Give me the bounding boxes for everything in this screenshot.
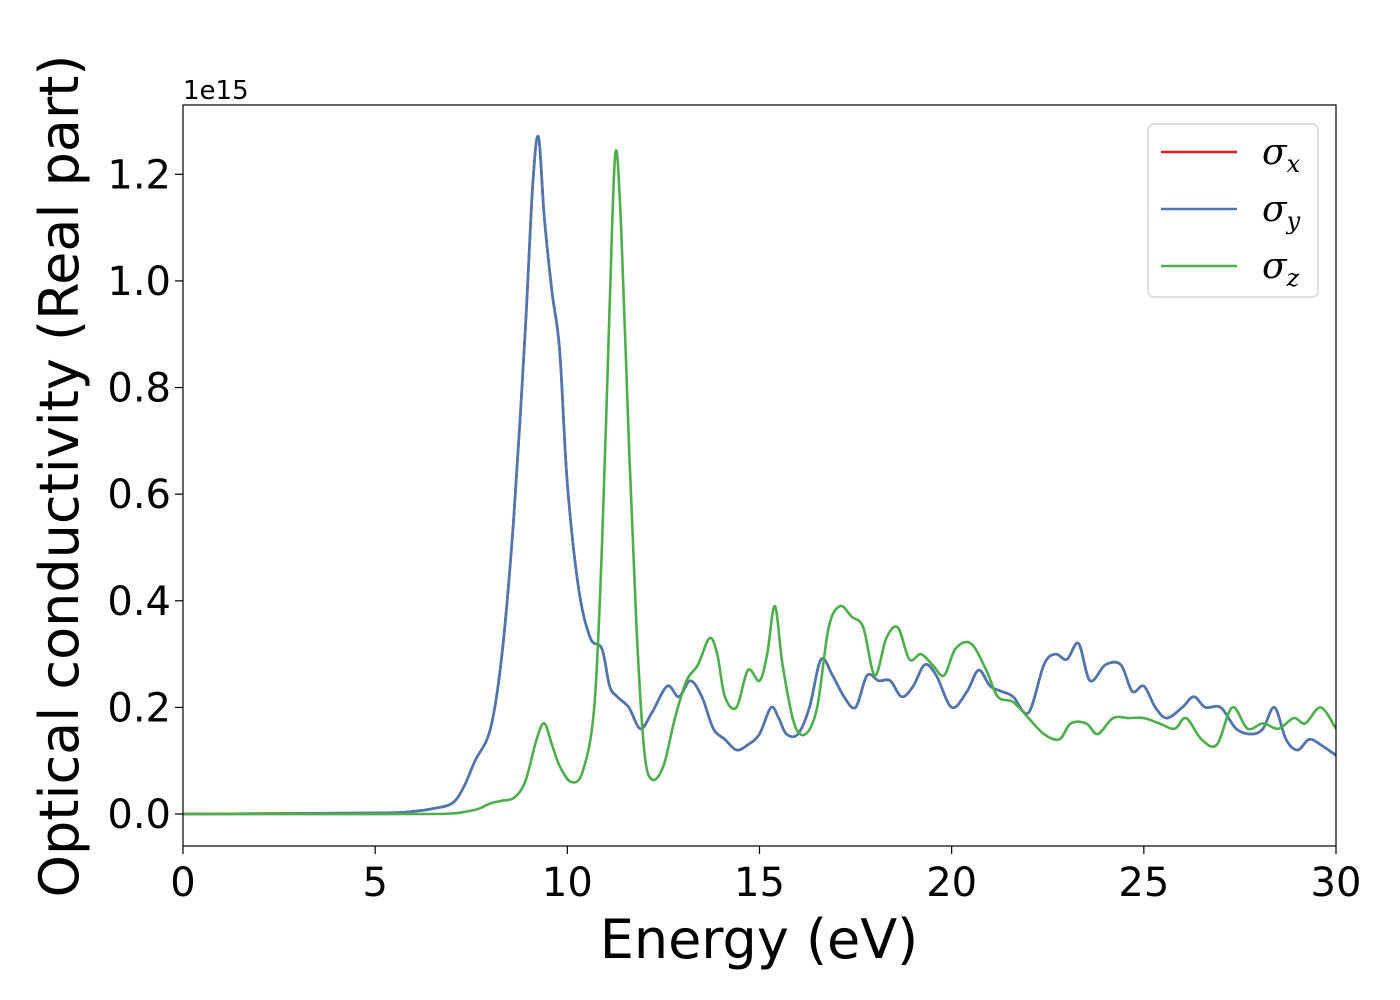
y-tick-label: 1.0 xyxy=(107,259,171,305)
series-line-y xyxy=(182,134,1337,816)
x-tick-label: 10 xyxy=(542,860,593,906)
y-tick-label: 0.0 xyxy=(107,792,171,838)
x-tick-label: 0 xyxy=(170,860,195,906)
plot-lines xyxy=(182,134,1338,816)
y-tick-label: 0.4 xyxy=(107,579,171,625)
x-tick-label: 25 xyxy=(1118,860,1169,906)
y-axis-label: Optical conductivity (Real part) xyxy=(28,55,91,898)
legend-box xyxy=(1147,123,1319,298)
y-tick-label: 0.6 xyxy=(107,472,171,518)
x-axis-label: Energy (eV) xyxy=(600,908,919,971)
y-offset-label: 1e15 xyxy=(183,76,249,106)
legend-label-y: σy xyxy=(1262,189,1301,235)
x-tick-label: 20 xyxy=(926,860,977,906)
y-tick-label: 1.2 xyxy=(107,152,171,198)
legend-label-x: σx xyxy=(1262,132,1301,178)
legend-label-z: σz xyxy=(1262,246,1300,292)
x-axis-ticks: 0 5 10 15 20 25 30 xyxy=(170,846,1361,906)
y-tick-label: 0.2 xyxy=(107,685,171,731)
x-tick-label: 5 xyxy=(362,860,387,906)
series-line-z xyxy=(182,149,1338,816)
legend: σx σy σz xyxy=(1147,123,1319,298)
x-tick-label: 15 xyxy=(734,860,785,906)
x-tick-label: 30 xyxy=(1311,860,1362,906)
y-axis-ticks: 0.0 0.2 0.4 0.6 0.8 1.0 1.2 xyxy=(107,152,183,838)
y-tick-label: 0.8 xyxy=(107,366,171,412)
